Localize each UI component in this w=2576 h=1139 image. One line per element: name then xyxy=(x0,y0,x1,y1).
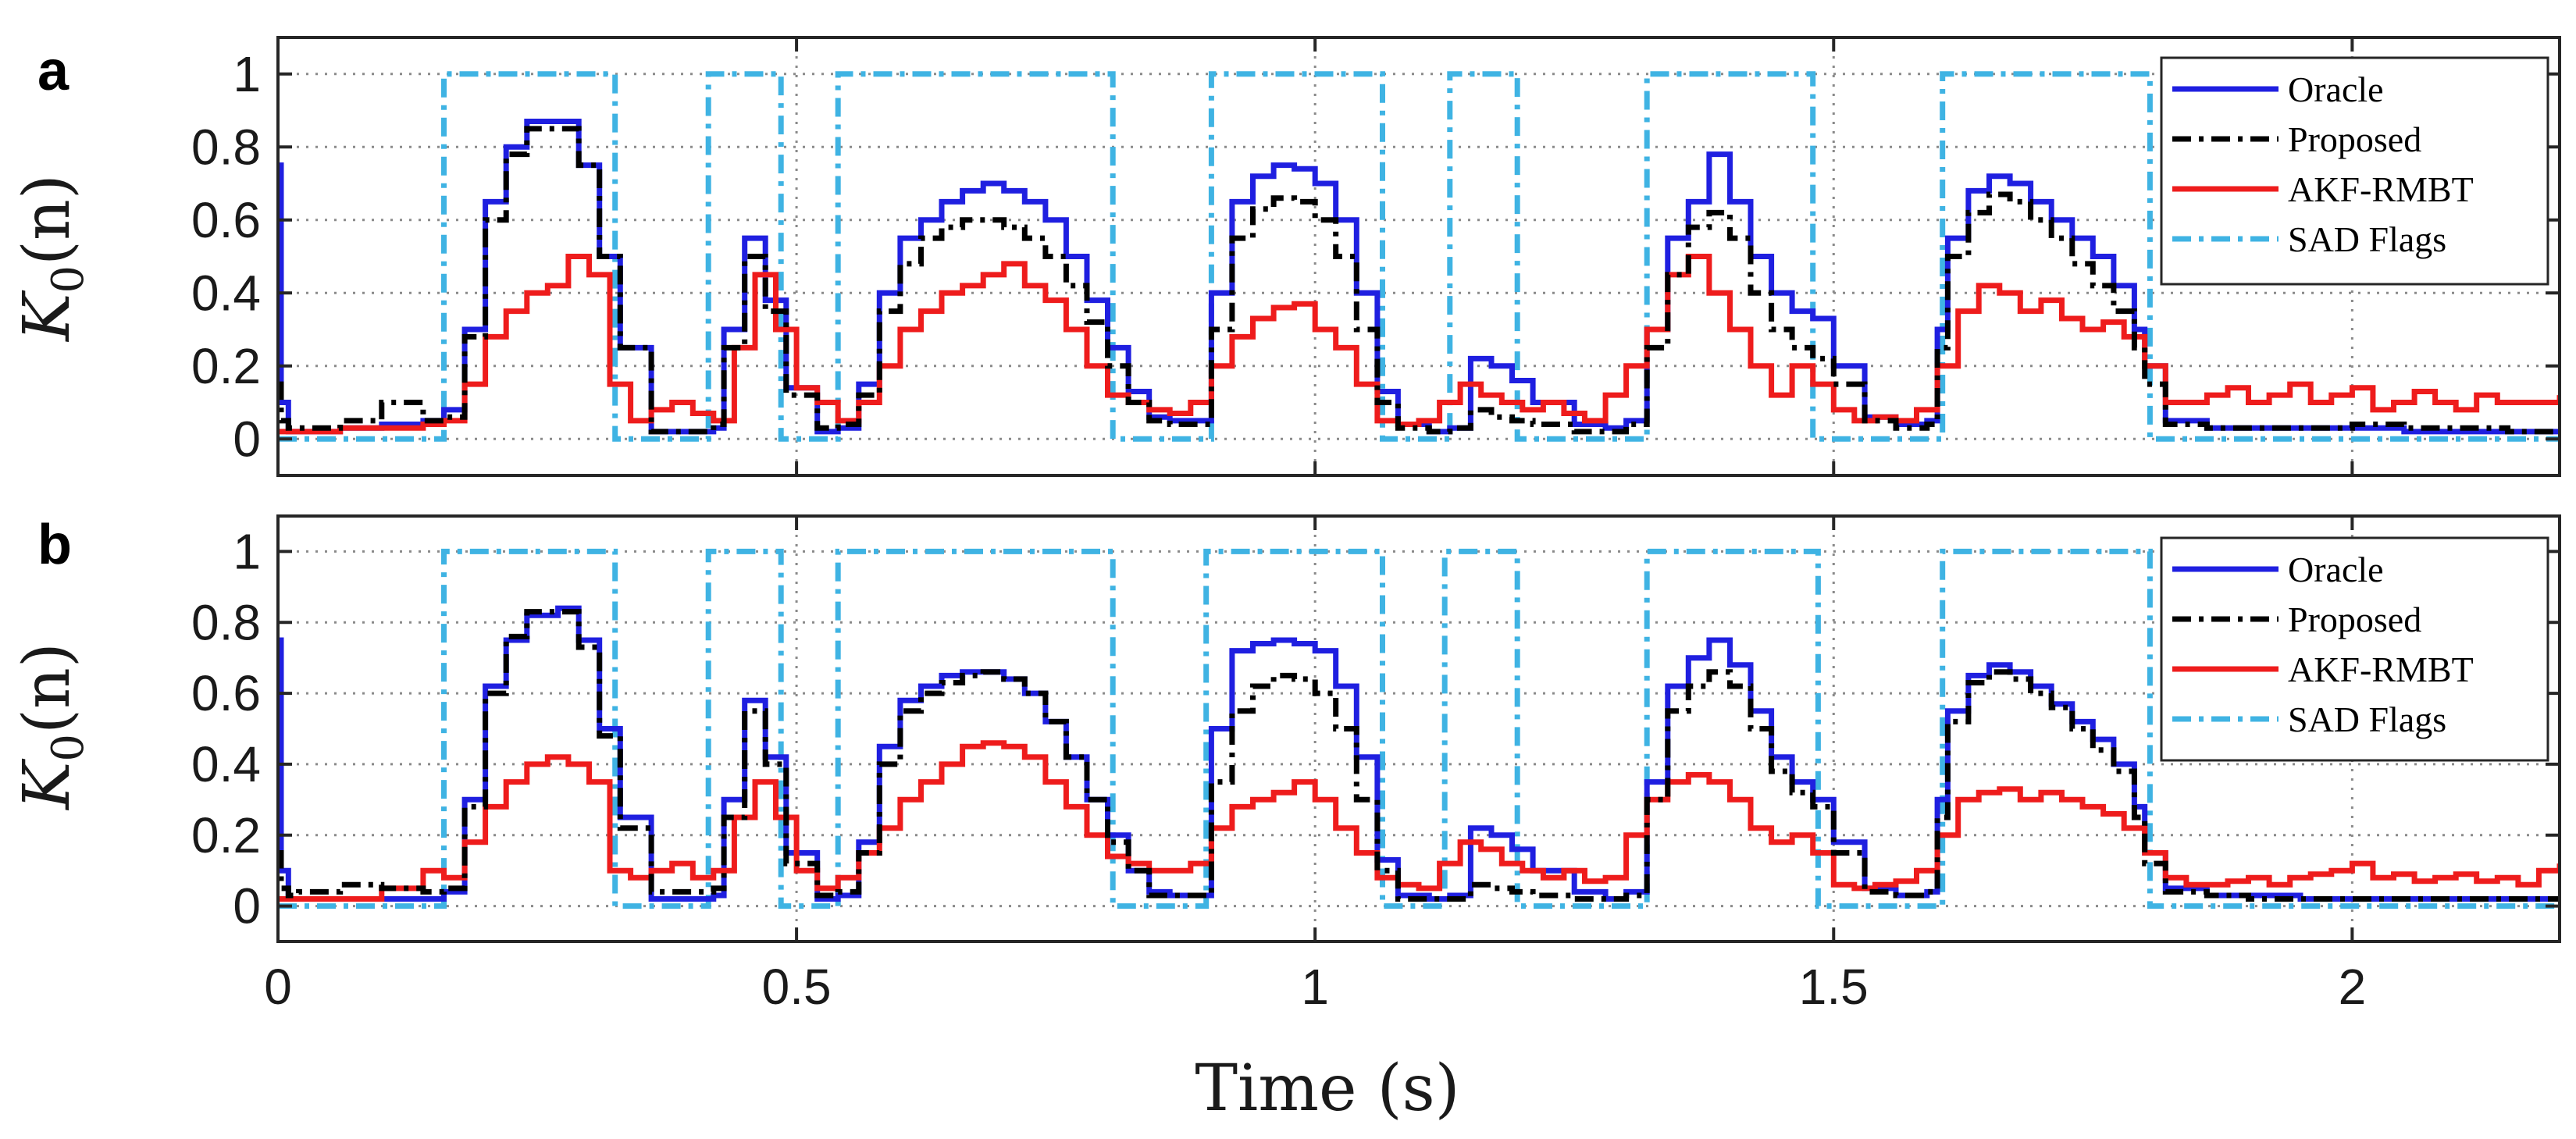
legend-label-sad-flags-a: SAD Flags xyxy=(2288,219,2446,259)
legend-label-proposed-a: Proposed xyxy=(2288,119,2421,159)
legend-label-oracle-a: Oracle xyxy=(2288,69,2384,109)
y-tick-label-b-0: 0 xyxy=(233,878,261,934)
series-group-a xyxy=(278,71,2560,442)
y-axis-label-arg-b: (n) xyxy=(10,642,84,734)
y-tick-label-b-4: 0.8 xyxy=(191,594,261,650)
legend-label-proposed-b: Proposed xyxy=(2288,600,2421,639)
y-tick-label-a-0: 0 xyxy=(233,411,261,467)
y-axis-label-a: K0(n) xyxy=(10,174,94,343)
x-ticks-b: 0 0.5 1 1.5 2 xyxy=(264,516,2366,1015)
plot-frame-b xyxy=(276,514,2561,943)
x-ticks-a xyxy=(276,37,2354,475)
series-line-akf-rmbt-b xyxy=(278,740,2560,902)
x-tick-label-b-3: 1.5 xyxy=(1799,959,1869,1015)
legend-a: Oracle Proposed AKF-RMBT SAD Flags xyxy=(2160,56,2549,286)
legend-box-b xyxy=(2160,536,2549,762)
y-tick-label-b-5: 1 xyxy=(233,523,261,579)
x-tick-label-b-0: 0 xyxy=(264,959,292,1015)
legend-label-akf-rmbt-a: AKF-RMBT xyxy=(2288,169,2474,209)
y-axis-label-main-b: K xyxy=(10,758,84,811)
y-tick-label-a-5: 1 xyxy=(233,46,261,102)
y-axis-label-arg-a: (n) xyxy=(10,174,84,265)
legend-label-sad-flags-b: SAD Flags xyxy=(2288,699,2446,739)
y-ticks-a: 0 0.2 0.4 0.6 0.8 1 xyxy=(191,46,2560,467)
y-tick-label-a-1: 0.2 xyxy=(191,338,261,394)
legend-box-a xyxy=(2160,56,2549,286)
y-tick-label-b-2: 0.4 xyxy=(191,736,261,792)
panel-a: 00.20.40.60.81 a K0(n) OracleProposedAKF… xyxy=(10,36,2561,477)
y-tick-label-b-1: 0.2 xyxy=(191,807,261,863)
y-tick-label-a-2: 0.4 xyxy=(191,265,261,321)
panel-label-a: a xyxy=(37,40,69,102)
y-axis-label-sub-a: 0 xyxy=(43,265,94,294)
legend-label-akf-rmbt-b: AKF-RMBT xyxy=(2288,650,2474,689)
x-tick-label-b-4: 2 xyxy=(2339,959,2367,1015)
legend-b: Oracle Proposed AKF-RMBT SAD Flags xyxy=(2160,536,2549,762)
series-line-sad-flags-b xyxy=(278,548,2560,909)
series-line-akf-rmbt-a xyxy=(278,254,2560,435)
x-axis-label: Time (s) xyxy=(1195,1052,1459,1126)
plot-frame-a xyxy=(276,36,2561,477)
y-tick-label-b-3: 0.6 xyxy=(191,665,261,721)
y-axis-label-main-a: K xyxy=(10,290,84,343)
y-tick-label-a-4: 0.8 xyxy=(191,119,261,175)
x-tick-label-b-2: 1 xyxy=(1301,959,1329,1015)
series-line-oracle-a xyxy=(278,119,2560,435)
series-line-proposed-a xyxy=(278,126,2560,435)
series-group-b xyxy=(278,548,2560,909)
panel-b: 0 0.5 1 1.5 2 00.20.40.60.81 b K0(n) OracleP… xyxy=(10,514,2561,1015)
panel-label-b: b xyxy=(37,514,72,576)
legend-label-oracle-b: Oracle xyxy=(2288,550,2384,589)
y-ticks-b: 0 0.2 0.4 0.6 0.8 1 xyxy=(191,523,2560,934)
y-tick-label-a-3: 0.6 xyxy=(191,192,261,248)
y-axis-label-b: K0(n) xyxy=(10,642,94,811)
series-line-oracle-b xyxy=(278,605,2560,902)
y-axis-label-sub-b: 0 xyxy=(43,734,94,762)
series-line-sad-flags-a xyxy=(278,71,2560,442)
x-tick-label-b-1: 0.5 xyxy=(762,959,832,1015)
series-line-proposed-b xyxy=(278,609,2560,902)
